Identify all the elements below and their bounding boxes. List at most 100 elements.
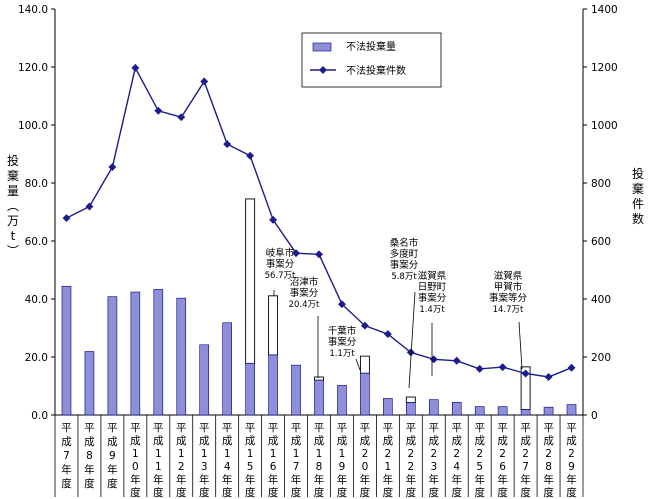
bar — [130, 291, 141, 416]
right-tick-label: 400 — [591, 294, 611, 306]
line-point — [85, 202, 94, 211]
line-point — [223, 140, 232, 149]
bar-outline-total — [314, 376, 324, 381]
annotation-line: 日野町 — [418, 282, 447, 293]
bar — [245, 363, 255, 416]
annotation-note: 千葉市事案分 1.1万t — [328, 325, 357, 359]
annotation-line: 5.8万t — [391, 272, 417, 282]
left-tick-label: 40.0 — [25, 294, 48, 306]
left-tick-label: 20.0 — [25, 352, 48, 364]
annotation-line: 事案分 — [266, 258, 295, 270]
left-tick-label: 80.0 — [25, 178, 48, 190]
line-point — [177, 113, 186, 122]
annotation-line: 20.4万t — [289, 300, 320, 310]
bar-outline-total — [245, 198, 256, 364]
x-tick-label: 平成 2 5 年度 — [474, 422, 485, 499]
right-tick-label: 1200 — [591, 62, 618, 74]
right-tick-label: 0 — [591, 410, 598, 422]
annotation-line: 事案分 — [418, 292, 447, 304]
line-point — [567, 363, 576, 372]
bar-outline-total — [268, 295, 279, 356]
line-point — [429, 355, 438, 364]
legend-bar-label: 不法投棄量 — [346, 40, 396, 53]
x-tick-label: 平成 2 9 年度 — [566, 422, 577, 499]
line-point — [246, 151, 255, 160]
bar-outline-total — [359, 355, 370, 374]
annotation-line: 多度町 — [390, 248, 419, 260]
annotation-line: 1.4万t — [419, 305, 445, 315]
bar — [520, 409, 531, 416]
line-point — [62, 214, 71, 223]
line-point — [475, 364, 484, 373]
line-point — [154, 106, 163, 115]
bar — [314, 379, 324, 416]
annotation-line: 沼津市 — [290, 276, 319, 288]
left-tick-label: 140.0 — [18, 4, 48, 16]
x-tick-label: 平成 2 8 年度 — [543, 422, 554, 499]
bar — [61, 285, 72, 416]
bar — [222, 322, 232, 416]
bar — [337, 385, 347, 416]
bar — [474, 406, 485, 416]
line-point — [406, 348, 415, 357]
annotation-line: 1.1万t — [329, 349, 355, 359]
right-tick-label: 1000 — [591, 120, 618, 132]
x-tick-label: 平成 9 年度 — [107, 422, 118, 490]
annotation-line: 14.7万t — [493, 305, 524, 315]
x-tick-label: 平成 1 3 年度 — [199, 422, 210, 499]
x-tick-label: 平成 2 1 年度 — [383, 422, 394, 499]
right-tick-label: 600 — [591, 236, 611, 248]
bar — [153, 289, 164, 416]
line-point — [544, 373, 553, 381]
x-tick-label: 平成 2 0 年度 — [360, 422, 371, 499]
annotation-note: 岐阜市事案分 56.7万t — [265, 247, 296, 281]
x-tick-label: 平成 1 1 年度 — [153, 422, 164, 499]
annotation-note: 滋賀県甲賀市事案等分 14.7万t — [489, 270, 528, 315]
annotation-line: 56.7万t — [265, 271, 296, 281]
bar — [428, 399, 439, 416]
annotation-line: 事案分 — [328, 336, 357, 348]
bar — [360, 372, 370, 416]
annotation-line: 事案等分 — [489, 292, 528, 304]
bar — [291, 364, 301, 416]
line-point — [131, 63, 140, 72]
x-tick-label: 平成 1 6 年度 — [268, 422, 279, 499]
bar — [451, 401, 462, 416]
x-tick-label: 平成 1 2 年度 — [176, 422, 187, 499]
annotation-line: 甲賀市 — [494, 281, 523, 293]
annotation-line: 岐阜市 — [266, 247, 295, 259]
annotation-line: 事案分 — [290, 287, 319, 299]
x-tick-label: 平成 2 3 年度 — [429, 422, 440, 499]
line-point — [108, 163, 117, 172]
left-axis-title: 投棄量︵万 t ︶ — [7, 153, 19, 258]
bar — [406, 402, 416, 416]
bar — [543, 406, 554, 416]
bar — [497, 406, 508, 416]
annotation-line: 滋賀県 — [418, 270, 447, 282]
line-point — [337, 300, 346, 309]
bar — [84, 351, 95, 416]
x-tick-label: 平成 1 0 年度 — [130, 422, 141, 499]
x-tick-label: 平成 1 5 年度 — [245, 422, 256, 499]
annotation-note: 滋賀県日野町事案分 1.4万t — [418, 270, 447, 315]
annotation-leader-line — [518, 321, 523, 370]
legend-box — [301, 32, 442, 88]
bar — [383, 398, 393, 416]
x-tick-label: 平成 8 年度 — [84, 422, 95, 490]
left-tick-label: 60.0 — [25, 236, 48, 248]
x-tick-label: 平成 2 2 年度 — [406, 422, 417, 499]
axes: 0.0 20.0 40.0 60.0 80.0 100.0 120.0 140.0 0 200 40… — [7, 4, 644, 499]
annotation-leader-line — [408, 291, 416, 389]
x-tick-label: 平成 1 4 年度 — [222, 422, 233, 499]
line-point — [360, 321, 369, 330]
bars-group — [61, 198, 577, 416]
annotation-line: 桑名市 — [390, 237, 419, 249]
annotation-line: 滋賀県 — [494, 270, 523, 282]
x-tick-label: 平成 1 9 年度 — [337, 422, 348, 499]
x-tick-label: 平成 2 4 年度 — [451, 422, 462, 499]
right-tick-label: 200 — [591, 352, 611, 364]
left-tick-label: 120.0 — [18, 62, 48, 74]
